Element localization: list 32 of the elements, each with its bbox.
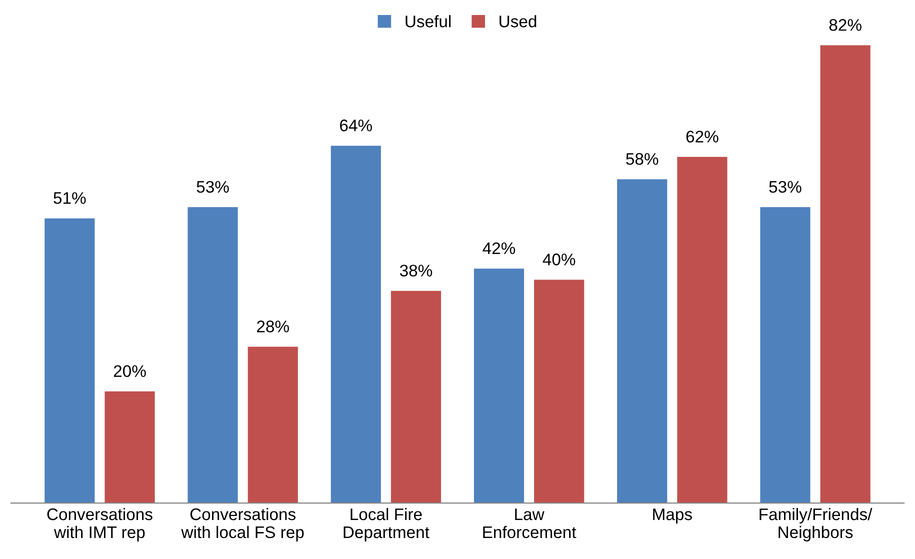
bar xyxy=(188,207,238,504)
data-label: 42% xyxy=(482,242,516,254)
legend-label: Used xyxy=(500,15,536,28)
data-label: 62% xyxy=(686,130,718,143)
bar xyxy=(330,146,381,504)
bar xyxy=(617,179,668,504)
bar xyxy=(390,290,442,504)
data-label: 53% xyxy=(769,180,802,193)
data-label: 58% xyxy=(626,153,658,165)
data-label: 53% xyxy=(196,180,229,193)
bar xyxy=(248,346,298,504)
x-tick-label: Law Enforcement xyxy=(483,508,576,538)
data-label: 40% xyxy=(542,254,576,266)
data-label: 38% xyxy=(400,264,432,277)
bar xyxy=(44,218,95,504)
bar xyxy=(820,45,870,504)
data-label: 28% xyxy=(257,320,289,332)
x-tick-label: Maps xyxy=(653,508,692,524)
x-tick-label: Local Fire Department xyxy=(344,508,430,542)
bar xyxy=(677,156,728,504)
legend-label: Useful xyxy=(406,15,451,28)
data-label: 64% xyxy=(340,120,372,132)
bar xyxy=(104,391,155,504)
data-label: 51% xyxy=(54,192,86,204)
data-label: 82% xyxy=(829,19,862,31)
bar xyxy=(534,280,584,504)
data-label: 20% xyxy=(114,365,146,378)
x-tick-label: Conversations with IMT rep xyxy=(47,508,152,542)
bar xyxy=(760,207,810,504)
bar xyxy=(474,268,524,504)
x-tick-label: Family/Friends/ Neighbors xyxy=(760,508,872,542)
x-tick-label: Conversations with local FS rep xyxy=(181,508,304,542)
